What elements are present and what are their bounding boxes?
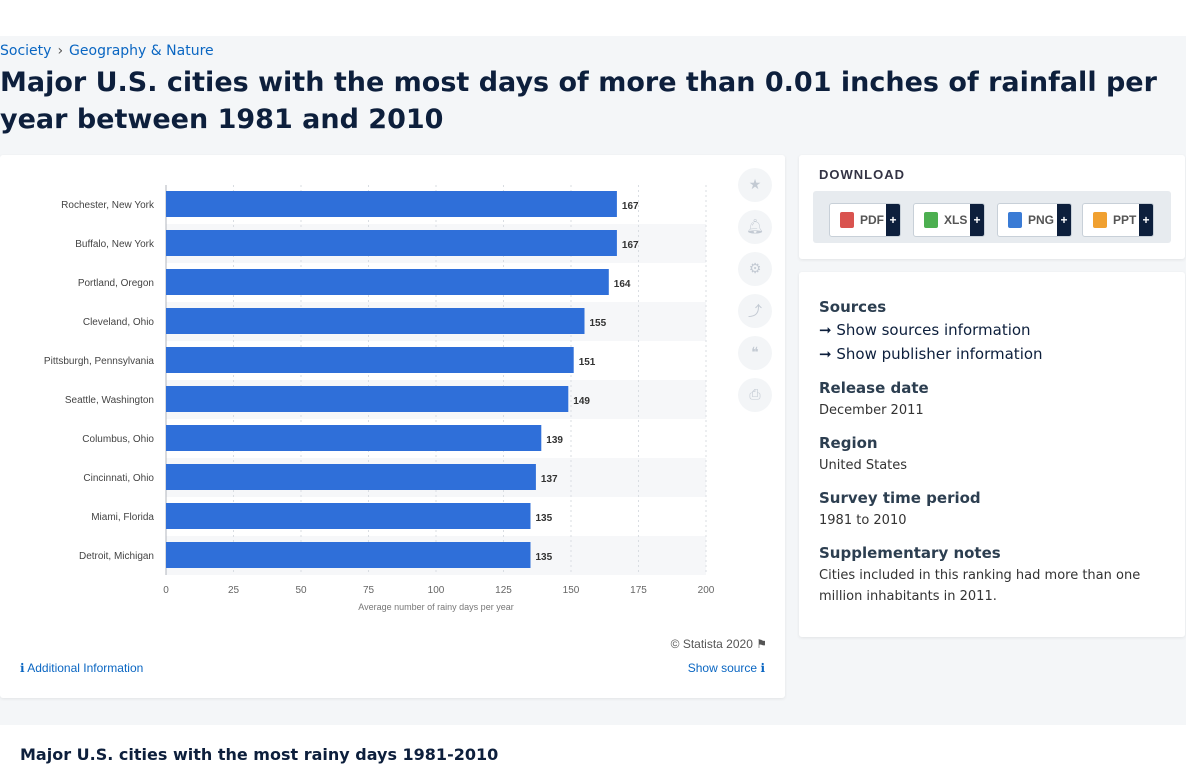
breadcrumb-geography[interactable]: Geography & Nature [69, 43, 214, 59]
category-label: Portland, Oregon [78, 278, 154, 289]
x-tick-label: 175 [630, 585, 647, 596]
settings-button[interactable]: ⚙ [738, 252, 772, 286]
bar [166, 191, 617, 217]
bar [166, 347, 574, 373]
print-icon: ⎙ [749, 387, 761, 403]
bar-chart: 0 25 50 75 100 125 150 175 200 Rochester, New Yor… [44, 185, 715, 612]
data-label: 151 [579, 357, 596, 368]
bar [166, 542, 531, 568]
supplementary-notes-heading: Supplementary notes [819, 544, 1001, 562]
download-title: DOWNLOAD [819, 167, 905, 182]
x-tick-label: 150 [563, 585, 580, 596]
release-date-heading: Release date [819, 379, 929, 397]
data-label: 137 [541, 474, 558, 485]
info-card: Sources ➞ Show sources information ➞ Sho… [799, 272, 1185, 637]
data-label: 167 [622, 201, 639, 212]
x-tick-label: 75 [363, 585, 375, 596]
supplementary-notes-value: Cities included in this ranking had more… [819, 568, 1141, 604]
bar [166, 503, 531, 529]
print-button[interactable]: ⎙ [738, 378, 772, 412]
cite-button[interactable]: ❝ [738, 336, 772, 370]
category-label: Rochester, New York [61, 200, 155, 211]
x-tick-label: 100 [428, 585, 445, 596]
plus-icon: + [1057, 204, 1071, 236]
x-axis-title: Average number of rainy days per year [358, 602, 513, 612]
category-label: Cleveland, Ohio [83, 317, 155, 328]
png-icon [1008, 212, 1022, 228]
bar [166, 308, 585, 334]
x-tick-label: 50 [295, 585, 307, 596]
additional-information-link[interactable]: ℹ Additional Information [20, 661, 144, 675]
share-button[interactable]: ⤴ [738, 294, 772, 328]
data-label: 167 [622, 240, 639, 251]
statista-credit[interactable]: © Statista 2020 ⚑ [670, 637, 767, 651]
show-source-link[interactable]: Show source ℹ [687, 661, 765, 675]
plus-icon: + [970, 204, 984, 236]
plus-icon: + [886, 204, 900, 236]
breadcrumb: Society › Geography & Nature [0, 43, 214, 59]
star-icon: ★ [748, 177, 762, 193]
info-icon: ℹ [20, 661, 25, 675]
category-label: Miami, Florida [91, 512, 154, 523]
share-icon: ⤴ [748, 304, 762, 320]
data-label: 135 [536, 513, 553, 524]
arrow-right-icon: ➞ [819, 345, 832, 363]
download-xls-button[interactable]: XLS + [913, 203, 985, 237]
bell-icon: 🔔︎ [746, 219, 764, 235]
quote-icon: ❝ [751, 345, 759, 361]
download-png-button[interactable]: PNG + [997, 203, 1072, 237]
data-label: 164 [614, 279, 631, 290]
download-ppt-button[interactable]: PPT + [1082, 203, 1154, 237]
bar [166, 269, 609, 295]
gear-icon: ⚙ [748, 261, 762, 277]
bar [166, 425, 542, 451]
category-label: Pittsburgh, Pennsylvania [44, 356, 155, 367]
category-label: Seattle, Washington [65, 395, 154, 406]
category-label: Buffalo, New York [75, 239, 155, 250]
region-heading: Region [819, 434, 878, 452]
breadcrumb-society[interactable]: Society [0, 43, 52, 59]
data-label: 149 [573, 396, 590, 407]
notification-button[interactable]: 🔔︎ [738, 210, 772, 244]
download-card: DOWNLOAD PDF + XLS + PNG + PPT + [799, 155, 1185, 259]
page-title: Major U.S. cities with the most days of … [0, 67, 1157, 135]
release-date-value: December 2011 [819, 403, 924, 418]
favorite-button[interactable]: ★ [738, 168, 772, 202]
survey-period-value: 1981 to 2010 [819, 513, 907, 528]
x-tick-label: 0 [163, 585, 169, 596]
show-sources-link[interactable]: ➞ Show sources information [819, 321, 1031, 339]
breadcrumb-separator: › [57, 43, 64, 59]
category-label: Cincinnati, Ohio [83, 473, 154, 484]
arrow-right-icon: ➞ [819, 321, 832, 339]
download-pdf-button[interactable]: PDF + [829, 203, 901, 237]
x-tick-label: 25 [228, 585, 240, 596]
bottom-title: Major U.S. cities with the most rainy da… [20, 745, 499, 764]
category-label: Detroit, Michigan [79, 551, 154, 562]
data-label: 139 [546, 435, 563, 446]
bar [166, 386, 569, 412]
download-bar: PDF + XLS + PNG + PPT + [813, 191, 1171, 243]
xls-icon [924, 212, 938, 228]
flag-icon: ⚑ [756, 637, 767, 651]
bottom-section: Major U.S. cities with the most rainy da… [0, 725, 1186, 765]
top-bar [0, 0, 1186, 36]
survey-period-heading: Survey time period [819, 489, 981, 507]
data-label: 155 [590, 318, 607, 329]
sources-heading: Sources [819, 298, 887, 316]
plus-icon: + [1139, 204, 1153, 236]
x-tick-label: 125 [495, 585, 512, 596]
bar [166, 230, 617, 256]
x-tick-label: 200 [698, 585, 715, 596]
pdf-icon [840, 212, 854, 228]
ppt-icon [1093, 212, 1107, 228]
region-value: United States [819, 458, 908, 473]
info-icon: ℹ [760, 661, 765, 675]
bar [166, 464, 536, 490]
data-label: 135 [536, 552, 553, 563]
chart-tools: ★ 🔔︎ ⚙ ⤴ ❝ ⎙ [738, 168, 772, 420]
chart-card: 0 25 50 75 100 125 150 175 200 Rochester, New Yor… [0, 155, 785, 698]
show-publisher-link[interactable]: ➞ Show publisher information [819, 345, 1043, 363]
category-label: Columbus, Ohio [82, 434, 154, 445]
